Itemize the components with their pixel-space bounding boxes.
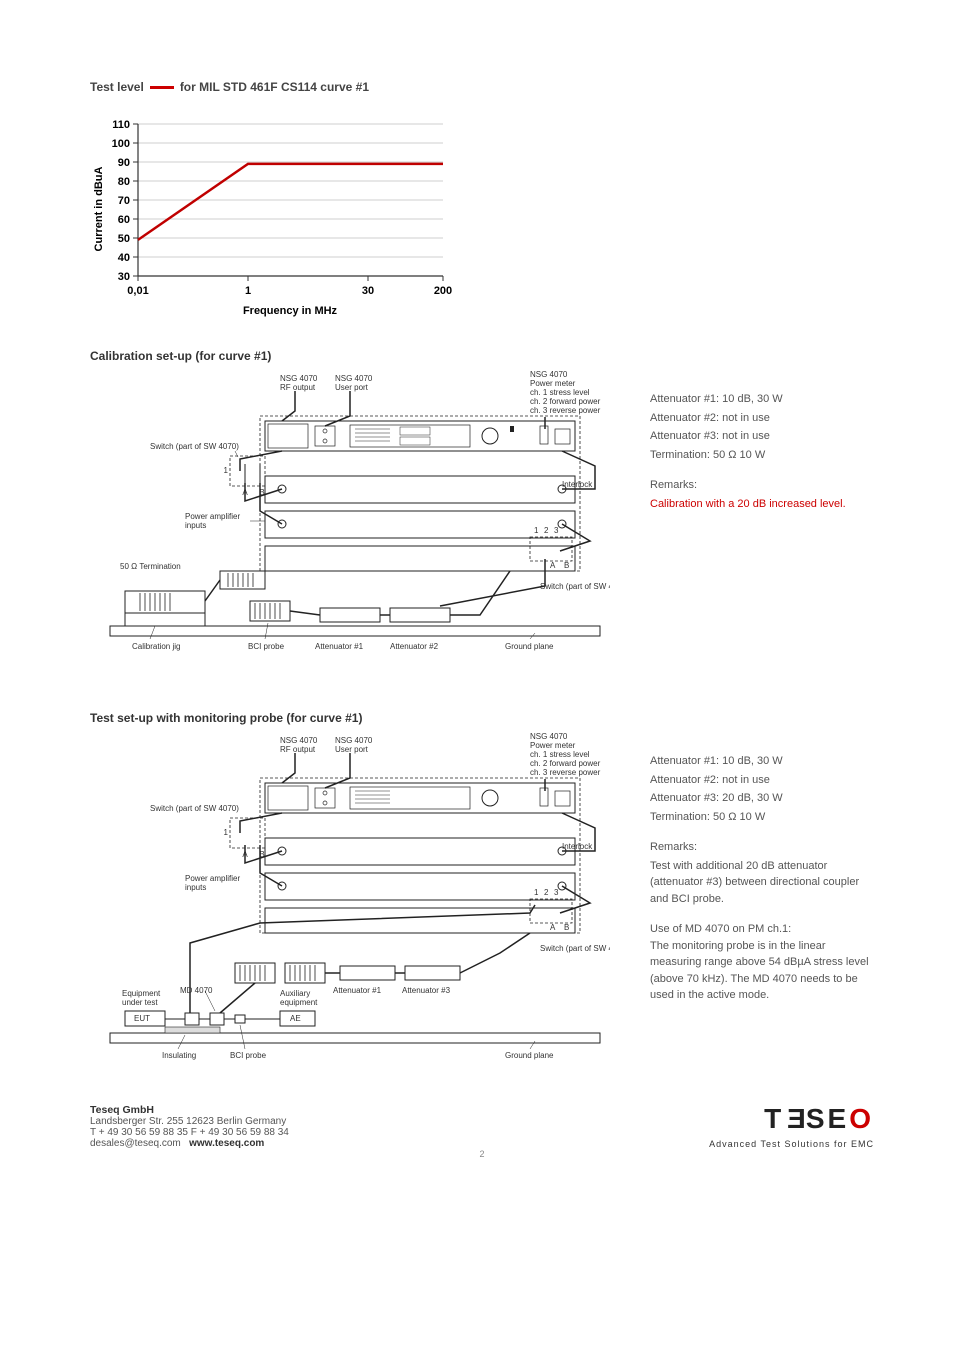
- svg-text:90: 90: [118, 157, 130, 169]
- svg-text:Switch (part of SW 4070): Switch (part of SW 4070): [150, 442, 239, 451]
- svg-text:3: 3: [554, 526, 559, 535]
- svg-text:Auxiliaryequipment: Auxiliaryequipment: [280, 989, 318, 1007]
- svg-text:1: 1: [534, 526, 539, 535]
- svg-text:110: 110: [112, 119, 130, 131]
- svg-text:A: A: [550, 561, 556, 570]
- svg-text:EUT: EUT: [134, 1014, 150, 1023]
- svg-text:1: 1: [245, 285, 251, 297]
- md4070-note: Use of MD 4070 on PM ch.1: The monitorin…: [650, 921, 874, 1004]
- test-level-chart: 30 40 50 60 70 80 90 100 110 0,01 1 30 200 Current i…: [90, 109, 490, 319]
- svg-text:3: 3: [554, 888, 559, 897]
- footer-company: Teseq GmbH: [90, 1104, 289, 1116]
- chart-legend: Test level for MIL STD 461F CS114 curve …: [90, 80, 874, 94]
- chart-legend-prefix: Test level: [90, 80, 144, 94]
- footer-addr1: Landsberger Str. 255 12623 Berlin German…: [90, 1116, 289, 1127]
- calibration-diagram: NSG 4070RF output NSG 4070User port NSG …: [90, 371, 610, 681]
- chart-legend-suffix: for MIL STD 461F CS114 curve #1: [180, 80, 369, 94]
- test-setup-title: Test set-up with monitoring probe (for c…: [90, 711, 874, 725]
- note-att1: Attenuator #1: 10 dB, 30 W: [650, 753, 874, 770]
- svg-text:BCI probe: BCI probe: [248, 642, 285, 651]
- svg-text:Insulating: Insulating: [162, 1051, 196, 1060]
- svg-text:70: 70: [118, 195, 130, 207]
- test-setup-diagram: NSG 4070RF output NSG 4070User port NSG …: [90, 733, 610, 1083]
- note-term: Termination: 50 Ω 10 W: [650, 809, 874, 826]
- svg-text:NSG 4070User port: NSG 4070User port: [335, 374, 373, 392]
- chart-xlabel: Frequency in MHz: [243, 305, 338, 317]
- svg-text:BCI probe: BCI probe: [230, 1051, 267, 1060]
- teseq-logo: TESEO Advanced Test Solutions for EMC: [709, 1103, 874, 1149]
- svg-text:2: 2: [544, 888, 549, 897]
- svg-text:Switch (part of SW 4070): Switch (part of SW 4070): [540, 582, 610, 591]
- footer-addr2: T + 49 30 56 59 88 35 F + 49 30 56 59 88…: [90, 1127, 289, 1138]
- logo-tagline: Advanced Test Solutions for EMC: [709, 1139, 874, 1149]
- svg-text:Switch (part of SW 4070): Switch (part of SW 4070): [150, 804, 239, 813]
- svg-text:Attenuator #2: Attenuator #2: [390, 642, 439, 651]
- calibration-setup-title: Calibration set-up (for curve #1): [90, 349, 874, 363]
- footer-url: www.teseq.com: [189, 1138, 264, 1149]
- svg-text:Power amplifierinputs: Power amplifierinputs: [185, 874, 240, 892]
- svg-text:100: 100: [112, 138, 130, 150]
- svg-text:Ground plane: Ground plane: [505, 1051, 554, 1060]
- svg-text:MD 4070: MD 4070: [180, 986, 213, 995]
- svg-text:NSG 4070RF output: NSG 4070RF output: [280, 374, 318, 392]
- svg-text:Switch (part of SW 4070): Switch (part of SW 4070): [540, 944, 610, 953]
- note-att2: Attenuator #2: not in use: [650, 772, 874, 789]
- svg-text:200: 200: [434, 285, 452, 297]
- calibration-notes: Attenuator #1: 10 dB, 30 W Attenuator #2…: [650, 371, 874, 514]
- svg-text:1: 1: [224, 466, 229, 475]
- svg-text:Interlock: Interlock: [562, 480, 593, 489]
- page-footer: Teseq GmbH Landsberger Str. 255 12623 Be…: [90, 1103, 874, 1149]
- note-att3: Attenuator #3: 20 dB, 30 W: [650, 790, 874, 807]
- svg-text:NSG 4070RF output: NSG 4070RF output: [280, 736, 318, 754]
- svg-text:AE: AE: [290, 1014, 301, 1023]
- svg-text:NSG 4070Power meterch. 1 stres: NSG 4070Power meterch. 1 stress levelch.…: [530, 733, 601, 777]
- note-att3: Attenuator #3: not in use: [650, 428, 874, 445]
- svg-text:A: A: [550, 923, 556, 932]
- svg-text:Ground plane: Ground plane: [505, 642, 554, 651]
- svg-text:60: 60: [118, 214, 130, 226]
- remarks-label: Remarks:: [650, 839, 874, 856]
- svg-text:1: 1: [534, 888, 539, 897]
- svg-text:1: 1: [224, 828, 229, 837]
- note-att2: Attenuator #2: not in use: [650, 410, 874, 427]
- svg-text:B: B: [564, 923, 569, 932]
- svg-text:B: B: [564, 561, 569, 570]
- svg-text:30: 30: [118, 271, 130, 283]
- remarks-label: Remarks:: [650, 477, 874, 494]
- remarks-text: Test with additional 20 dB attenuator (a…: [650, 858, 874, 908]
- page-number: 2: [90, 1149, 874, 1159]
- chart-ylabel: Current in dBuA: [93, 166, 105, 251]
- footer-email: desales@teseq.com: [90, 1138, 181, 1149]
- svg-text:Calibration jig: Calibration jig: [132, 642, 180, 651]
- note-att1: Attenuator #1: 10 dB, 30 W: [650, 391, 874, 408]
- svg-text:80: 80: [118, 176, 130, 188]
- svg-text:Attenuator #1: Attenuator #1: [315, 642, 364, 651]
- svg-text:NSG 4070Power meterch. 1 stres: NSG 4070Power meterch. 1 stress levelch.…: [530, 371, 601, 415]
- svg-text:Attenuator #3: Attenuator #3: [402, 986, 451, 995]
- svg-text:50: 50: [118, 233, 130, 245]
- svg-text:50 Ω Termination: 50 Ω Termination: [120, 562, 181, 571]
- note-term: Termination: 50 Ω 10 W: [650, 447, 874, 464]
- svg-text:NSG 4070User port: NSG 4070User port: [335, 736, 373, 754]
- remarks-text: Calibration with a 20 dB increased level…: [650, 496, 874, 513]
- svg-text:40: 40: [118, 252, 130, 264]
- chart-legend-line: [150, 86, 174, 89]
- svg-text:0,01: 0,01: [127, 285, 148, 297]
- svg-text:Attenuator #1: Attenuator #1: [333, 986, 382, 995]
- svg-text:Power amplifierinputs: Power amplifierinputs: [185, 512, 240, 530]
- svg-text:30: 30: [362, 285, 374, 297]
- svg-text:Equipmentunder test: Equipmentunder test: [122, 989, 161, 1007]
- test-setup-notes: Attenuator #1: 10 dB, 30 W Attenuator #2…: [650, 733, 874, 1006]
- svg-text:Interlock: Interlock: [562, 842, 593, 851]
- svg-text:2: 2: [544, 526, 549, 535]
